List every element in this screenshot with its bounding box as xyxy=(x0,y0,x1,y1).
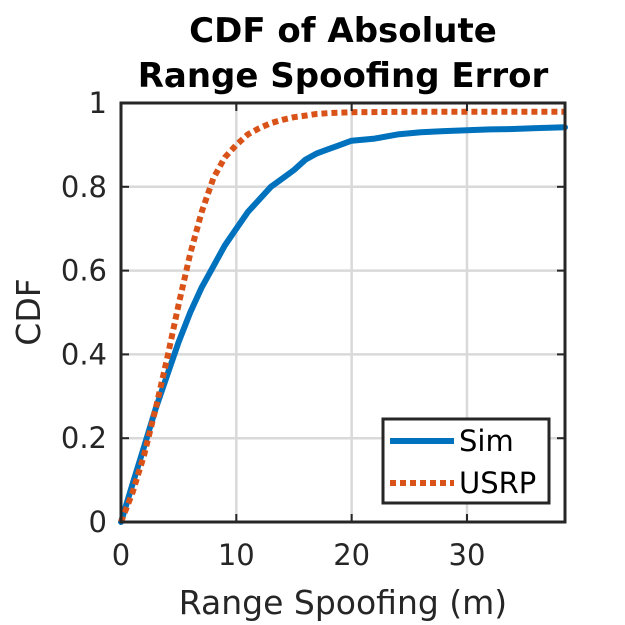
y-tick-label: 0.2 xyxy=(61,421,107,455)
legend-label-sim: Sim xyxy=(459,424,514,458)
series-layer xyxy=(118,108,568,525)
x-tick-label: 20 xyxy=(333,538,370,572)
series-line-usrp xyxy=(118,108,565,524)
x-tick-label: 10 xyxy=(218,538,255,572)
y-tick-label: 0.4 xyxy=(61,337,107,371)
plot-frame xyxy=(119,101,567,524)
y-tick-label: 0 xyxy=(89,505,107,539)
x-axis-label: Range Spoofing (m) xyxy=(179,583,507,622)
legend: Sim USRP xyxy=(381,417,551,505)
chart-title-line-2: Range Spoofing Error xyxy=(138,56,549,96)
y-tick-label: 0.8 xyxy=(61,170,107,204)
y-tick-label: 0.6 xyxy=(61,254,107,288)
chart-title-line-1: CDF of Absolute xyxy=(189,11,497,51)
tick-labels: 0 10 20 30 0 0.2 0.4 0.6 0.8 1 xyxy=(61,86,565,572)
x-tick-label: 0 xyxy=(112,538,130,572)
legend-label-usrp: USRP xyxy=(459,466,536,500)
series-line-sim xyxy=(118,124,568,525)
y-tick-label: 1 xyxy=(89,86,107,120)
x-tick-label: 30 xyxy=(449,538,486,572)
legend-box xyxy=(381,417,551,505)
y-axis-label: CDF xyxy=(9,278,48,345)
